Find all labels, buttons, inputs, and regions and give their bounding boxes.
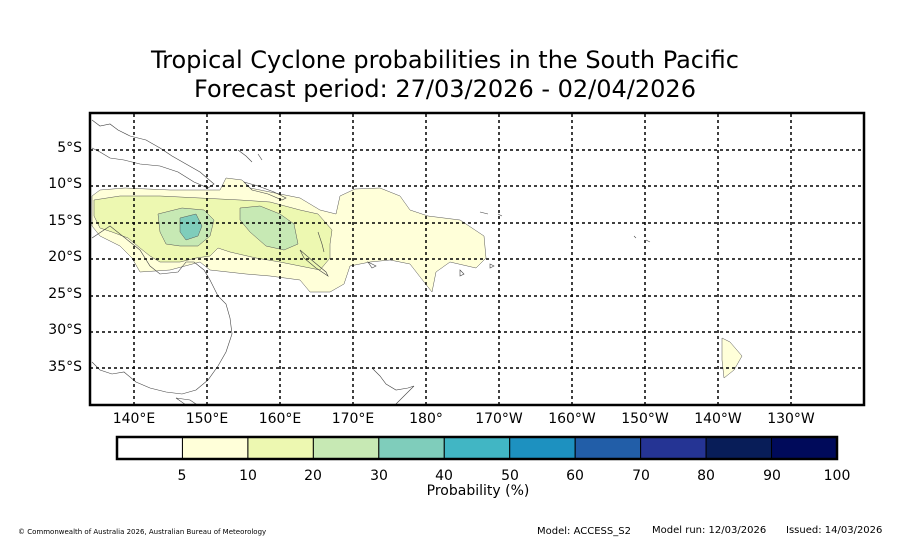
- coast-islands-ne: [237, 149, 651, 243]
- coast-new-caledonia: [299, 249, 329, 277]
- colorbar-swatch: [116, 436, 183, 460]
- colorbar-swatch: [181, 436, 249, 460]
- lon-label-160w: 160°W: [548, 411, 596, 427]
- lon-label-140w: 140°W: [694, 411, 742, 427]
- colorbar: [116, 436, 838, 460]
- colorbar-label-100: 100: [823, 468, 851, 484]
- colorbar-label-20: 20: [304, 468, 322, 484]
- coast-nz-north: [371, 367, 415, 405]
- lon-label-160e: 160°E: [258, 411, 302, 427]
- colorbar-title: Probability (%): [426, 483, 530, 499]
- prob-zone-20-30b: [239, 205, 299, 251]
- lon-label-150w: 150°W: [621, 411, 669, 427]
- lon-label-180: 180°: [409, 411, 443, 427]
- colorbar-swatch: [443, 436, 511, 460]
- map-frame: [88, 111, 866, 407]
- coastlines: [91, 119, 651, 406]
- colorbar-label-5: 5: [177, 468, 187, 484]
- colorbar-swatch: [705, 436, 773, 460]
- lat-label-35s: 35°S: [48, 359, 82, 375]
- lat-label-20s: 20°S: [48, 249, 82, 265]
- coast-islands-s: [459, 263, 495, 277]
- colorbar-label-90: 90: [763, 468, 781, 484]
- lon-label-130w: 130°W: [767, 411, 815, 427]
- lon-label-140e: 140°E: [112, 411, 156, 427]
- colorbar-label-50: 50: [501, 468, 519, 484]
- lat-label-25s: 25°S: [48, 286, 82, 302]
- colorbar-swatch: [312, 436, 380, 460]
- colorbar-swatch: [771, 436, 838, 460]
- model-name: Model: ACCESS_S2: [537, 526, 631, 537]
- lat-label-15s: 15°S: [48, 213, 82, 229]
- map-gridlines: [90, 114, 864, 404]
- colorbar-swatch: [378, 436, 445, 460]
- colorbar-label-70: 70: [632, 468, 650, 484]
- lon-label-170e: 170°E: [331, 411, 375, 427]
- coast-australia: [91, 225, 233, 395]
- lat-label-30s: 30°S: [48, 322, 82, 338]
- prob-zone-30-40: [179, 213, 203, 241]
- chart-title-line2: Forecast period: 27/03/2026 - 02/04/2026: [194, 75, 696, 103]
- coast-vanuatu: [317, 231, 325, 253]
- copyright-text: © Commonwealth of Australia 2026, Austra…: [18, 528, 267, 536]
- coast-fiji: [367, 261, 377, 269]
- lon-label-170w: 170°W: [475, 411, 523, 427]
- lat-label-10s: 10°S: [48, 176, 82, 192]
- colorbar-swatch: [574, 436, 642, 460]
- coast-new-guinea: [91, 119, 215, 189]
- coast-solomons: [242, 181, 287, 201]
- colorbar-label-40: 40: [435, 468, 453, 484]
- colorbar-label-30: 30: [370, 468, 388, 484]
- colorbar-swatch: [509, 436, 576, 460]
- lon-label-150e: 150°E: [185, 411, 229, 427]
- colorbar-label-60: 60: [566, 468, 584, 484]
- prob-zone-5-10-east: [721, 337, 743, 379]
- issued-date: Issued: 14/03/2026: [786, 525, 883, 536]
- model-run-date: Model run: 12/03/2026: [652, 525, 767, 536]
- colorbar-swatch: [247, 436, 314, 460]
- colorbar-label-10: 10: [239, 468, 257, 484]
- colorbar-swatch: [640, 436, 707, 460]
- lat-label-5s: 5°S: [57, 140, 82, 156]
- colorbar-frame: [115, 435, 839, 461]
- chart-title-line1: Tropical Cyclone probabilities in the So…: [151, 46, 739, 74]
- colorbar-label-80: 80: [697, 468, 715, 484]
